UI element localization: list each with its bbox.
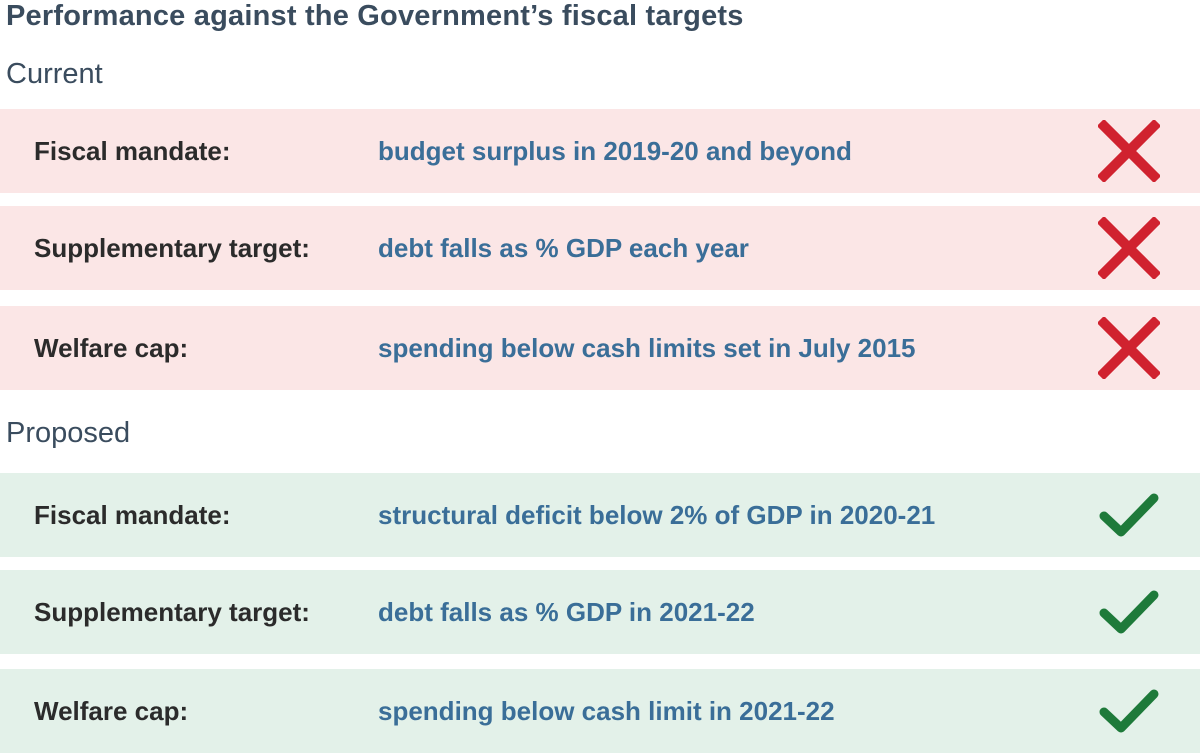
target-description: debt falls as % GDP each year [378,232,749,263]
check-icon [1096,678,1162,744]
cross-icon [1096,215,1162,281]
target-description: debt falls as % GDP in 2021-22 [378,596,755,627]
target-row-proposed-fiscal-mandate: Fiscal mandate: structural deficit below… [0,473,1200,557]
target-label: Supplementary target: [34,596,310,627]
cross-icon [1096,315,1162,381]
target-label: Fiscal mandate: [34,135,231,166]
target-label: Supplementary target: [34,232,310,263]
target-row-current-supplementary-target: Supplementary target: debt falls as % GD… [0,206,1200,290]
cross-icon [1096,118,1162,184]
section-heading-proposed: Proposed [6,417,131,449]
target-description: structural deficit below 2% of GDP in 20… [378,499,936,530]
page-title: Performance against the Government’s fis… [6,0,744,32]
target-description: budget surplus in 2019-20 and beyond [378,135,852,166]
target-row-current-welfare-cap: Welfare cap: spending below cash limits … [0,306,1200,390]
target-description: spending below cash limits set in July 2… [378,332,916,363]
check-icon [1096,579,1162,645]
check-icon [1096,482,1162,548]
target-label: Fiscal mandate: [34,499,231,530]
target-label: Welfare cap: [34,695,189,726]
target-row-proposed-welfare-cap: Welfare cap: spending below cash limit i… [0,669,1200,753]
section-heading-current: Current [6,58,103,90]
target-row-current-fiscal-mandate: Fiscal mandate: budget surplus in 2019-2… [0,109,1200,193]
target-description: spending below cash limit in 2021-22 [378,695,835,726]
target-row-proposed-supplementary-target: Supplementary target: debt falls as % GD… [0,570,1200,654]
target-label: Welfare cap: [34,332,189,363]
